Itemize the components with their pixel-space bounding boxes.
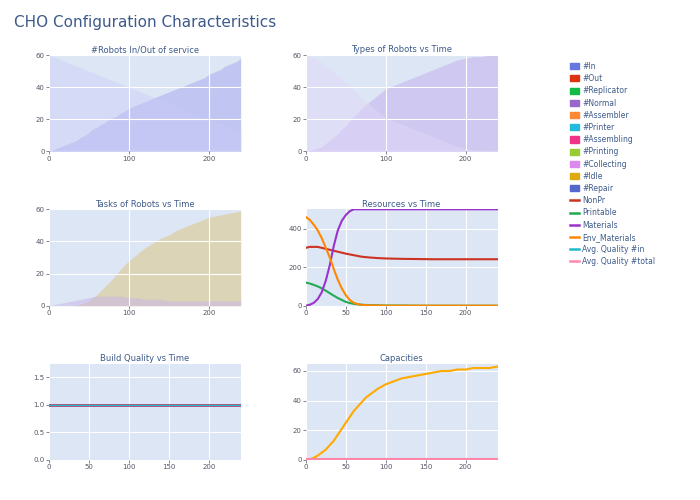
Title: Tasks of Robots vs Time: Tasks of Robots vs Time [95,200,195,208]
Title: #Robots In/Out of service: #Robots In/Out of service [91,45,199,54]
Legend: #In, #Out, #Replicator, #Normal, #Assembler, #Printer, #Assembling, #Printing, #: #In, #Out, #Replicator, #Normal, #Assemb… [566,59,659,270]
Text: CHO Configuration Characteristics: CHO Configuration Characteristics [14,15,276,30]
Title: Types of Robots vs Time: Types of Robots vs Time [351,45,452,54]
Title: Capacities: Capacities [380,354,424,363]
Title: Build Quality vs Time: Build Quality vs Time [100,354,190,363]
Title: Resources vs Time: Resources vs Time [363,200,441,208]
